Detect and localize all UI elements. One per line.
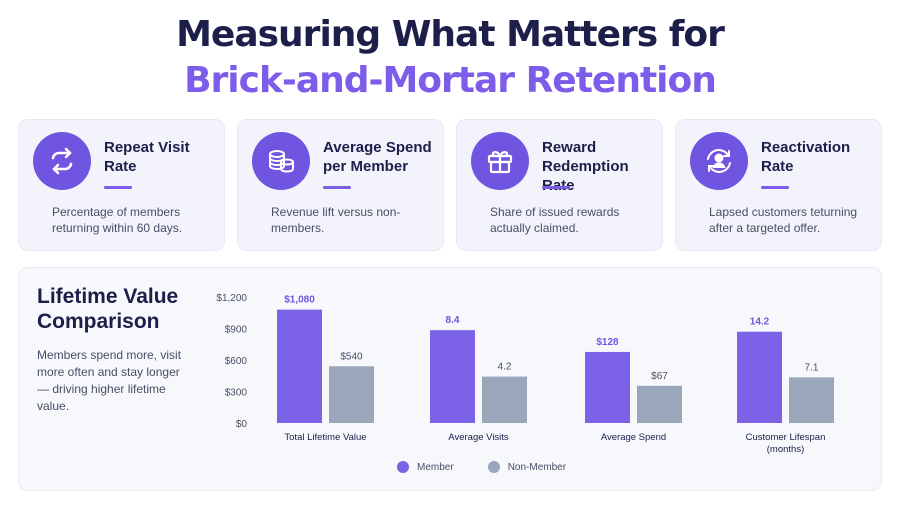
x-category-label: Total Lifetime Value <box>284 432 366 443</box>
metric-cards: Repeat Visit Rate Percentage of members … <box>18 119 884 251</box>
metric-card-reactivation: Reactivation Rate Lapsed customers tetur… <box>675 119 882 251</box>
card-title: Repeat Visit Rate <box>104 139 190 175</box>
bar-value-label: $128 <box>596 337 619 348</box>
y-tick-label: $300 <box>225 388 248 399</box>
bar-value-label: 14.2 <box>750 317 770 328</box>
legend-swatch-member <box>397 461 409 473</box>
repeat-arrows-icon <box>33 132 91 190</box>
x-category-label: Average Spend <box>601 432 666 443</box>
card-description: Percentage of members returning within 6… <box>52 205 183 235</box>
bar-non-member <box>637 385 682 423</box>
bar-member <box>430 330 475 423</box>
bar-value-label: $67 <box>651 371 668 382</box>
user-cycle-icon <box>690 132 748 190</box>
bar-value-label: $1,080 <box>284 295 315 306</box>
lifetime-value-panel: Lifetime Value Comparison Members spend … <box>18 267 882 491</box>
title-line-1: Measuring What Matters for <box>176 14 725 55</box>
bar-member <box>585 351 630 423</box>
legend-label-non-member: Non-Member <box>507 461 567 473</box>
panel-title: Lifetime Value Comparison <box>37 285 179 333</box>
x-category-label: Customer Lifespan <box>746 432 826 443</box>
metric-card-reward-redemption: Reward Redemption Rate Share of issued r… <box>456 119 663 251</box>
y-tick-label: $900 <box>225 325 248 336</box>
bar-value-label: 8.4 <box>446 315 460 326</box>
y-tick-label: $1,200 <box>216 293 247 304</box>
x-category-label: Average Visits <box>448 432 509 443</box>
legend-label-member: Member <box>417 461 454 473</box>
card-accent-bar <box>542 186 570 189</box>
bar-non-member <box>789 377 834 423</box>
card-description: Lapsed customers teturning after a targe… <box>709 205 858 235</box>
title-line-2: Brick-and-Mortar Retention <box>184 60 717 101</box>
metric-card-average-spend: Average Spend per Member Revenue lift ve… <box>237 119 444 251</box>
legend-item-non-member: Non-Member <box>487 461 567 473</box>
y-tick-label: $0 <box>236 419 248 430</box>
card-title: Reward Redemption Rate <box>542 139 629 194</box>
chart-legend: Member Non-Member <box>397 461 566 473</box>
bar-non-member <box>329 366 374 423</box>
legend-swatch-non-member <box>487 461 500 473</box>
page-title: Measuring What Matters for Brick-and-Mor… <box>0 12 900 104</box>
panel-description: Members spend more, visit more often and… <box>37 348 182 413</box>
card-accent-bar <box>761 186 789 189</box>
bar-member <box>277 309 322 423</box>
bar-value-label: 4.2 <box>498 362 512 373</box>
card-description: Revenue lift versus non-members. <box>271 205 401 235</box>
card-title: Average Spend per Member <box>323 139 432 175</box>
card-description: Share of issued rewards actually claimed… <box>490 205 620 235</box>
card-accent-bar <box>104 186 132 189</box>
metric-card-repeat-visit: Repeat Visit Rate Percentage of members … <box>18 119 225 251</box>
bar-value-label: 7.1 <box>805 362 819 373</box>
bar-non-member <box>482 376 527 423</box>
y-tick-label: $600 <box>225 356 248 367</box>
lifetime-value-bar-chart: $1,200 $900 $600 $300 $0 $1,080 $540 Total Life… <box>216 293 834 455</box>
legend-item-member: Member <box>397 461 454 473</box>
bar-value-label: $540 <box>340 351 363 362</box>
card-accent-bar <box>323 186 351 189</box>
coin-stack-icon <box>252 132 310 190</box>
x-category-label-line2: (months) <box>767 444 804 455</box>
bar-member <box>737 331 782 423</box>
gift-icon <box>471 132 529 190</box>
card-title: Reactivation Rate <box>761 139 851 175</box>
